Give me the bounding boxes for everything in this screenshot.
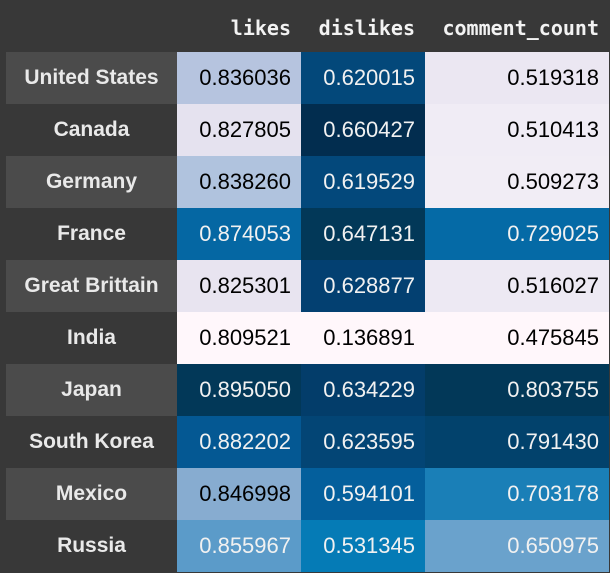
header-corner xyxy=(6,4,177,52)
cell-likes: 0.882202 xyxy=(177,416,301,468)
cell-dislikes: 0.660427 xyxy=(301,104,425,156)
cell-likes: 0.827805 xyxy=(177,104,301,156)
table-row: Russia 0.855967 0.531345 0.650975 xyxy=(6,520,609,572)
cell-comment-count: 0.650975 xyxy=(425,520,609,572)
cell-comment-count: 0.509273 xyxy=(425,156,609,208)
cell-dislikes: 0.634229 xyxy=(301,364,425,416)
row-label: South Korea xyxy=(6,416,177,468)
row-label: Mexico xyxy=(6,468,177,520)
table-row: Japan 0.895050 0.634229 0.803755 xyxy=(6,364,609,416)
row-label: France xyxy=(6,208,177,260)
cell-likes: 0.895050 xyxy=(177,364,301,416)
cell-dislikes: 0.136891 xyxy=(301,312,425,364)
cell-comment-count: 0.729025 xyxy=(425,208,609,260)
column-header-dislikes: dislikes xyxy=(301,4,425,52)
cell-comment-count: 0.475845 xyxy=(425,312,609,364)
table-row: Canada 0.827805 0.660427 0.510413 xyxy=(6,104,609,156)
row-label: Japan xyxy=(6,364,177,416)
cell-likes: 0.846998 xyxy=(177,468,301,520)
cell-comment-count: 0.703178 xyxy=(425,468,609,520)
table-body: United States 0.836036 0.620015 0.519318… xyxy=(6,52,609,572)
cell-dislikes: 0.623595 xyxy=(301,416,425,468)
cell-comment-count: 0.516027 xyxy=(425,260,609,312)
row-label: Russia xyxy=(6,520,177,572)
cell-likes: 0.855967 xyxy=(177,520,301,572)
cell-dislikes: 0.594101 xyxy=(301,468,425,520)
table-header: likes dislikes comment_count xyxy=(6,4,609,52)
table-row: India 0.809521 0.136891 0.475845 xyxy=(6,312,609,364)
cell-dislikes: 0.619529 xyxy=(301,156,425,208)
cell-comment-count: 0.519318 xyxy=(425,52,609,104)
row-label: Germany xyxy=(6,156,177,208)
cell-dislikes: 0.628877 xyxy=(301,260,425,312)
header-row: likes dislikes comment_count xyxy=(6,4,609,52)
table-row: Germany 0.838260 0.619529 0.509273 xyxy=(6,156,609,208)
cell-likes: 0.836036 xyxy=(177,52,301,104)
column-header-likes: likes xyxy=(177,4,301,52)
table-row: South Korea 0.882202 0.623595 0.791430 xyxy=(6,416,609,468)
cell-comment-count: 0.803755 xyxy=(425,364,609,416)
styled-dataframe: likes dislikes comment_count United Stat… xyxy=(6,4,609,572)
table-row: United States 0.836036 0.620015 0.519318 xyxy=(6,52,609,104)
cell-likes: 0.874053 xyxy=(177,208,301,260)
table-row: France 0.874053 0.647131 0.729025 xyxy=(6,208,609,260)
cell-comment-count: 0.791430 xyxy=(425,416,609,468)
table-row: Great Brittain 0.825301 0.628877 0.51602… xyxy=(6,260,609,312)
row-label: Canada xyxy=(6,104,177,156)
row-label: United States xyxy=(6,52,177,104)
column-header-comment-count: comment_count xyxy=(425,4,609,52)
cell-likes: 0.809521 xyxy=(177,312,301,364)
table-row: Mexico 0.846998 0.594101 0.703178 xyxy=(6,468,609,520)
cell-dislikes: 0.647131 xyxy=(301,208,425,260)
row-label: Great Brittain xyxy=(6,260,177,312)
cell-comment-count: 0.510413 xyxy=(425,104,609,156)
cell-dislikes: 0.620015 xyxy=(301,52,425,104)
row-label: India xyxy=(6,312,177,364)
cell-likes: 0.825301 xyxy=(177,260,301,312)
cell-dislikes: 0.531345 xyxy=(301,520,425,572)
cell-likes: 0.838260 xyxy=(177,156,301,208)
